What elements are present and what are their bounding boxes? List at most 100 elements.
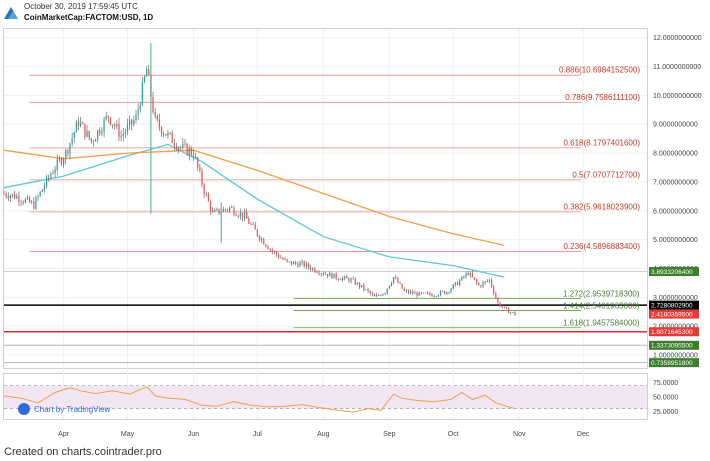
candle-body	[427, 292, 429, 294]
candle-body	[295, 261, 297, 264]
candle-body	[216, 208, 218, 210]
candle-body	[141, 81, 144, 106]
candle-body	[45, 176, 48, 187]
candle-body	[84, 123, 86, 137]
candle-body	[207, 194, 210, 202]
candle-body	[77, 121, 80, 126]
candle-body	[388, 285, 391, 289]
candle-body	[48, 176, 50, 178]
candle-body	[505, 306, 508, 309]
fib-level-label: 0.618(8.1797401600)	[563, 138, 640, 147]
time-axis-tick-label: Nov	[513, 431, 526, 438]
candle-body	[314, 268, 316, 272]
candle-body	[39, 191, 41, 197]
candle-body	[292, 261, 295, 265]
candle-body	[482, 282, 484, 287]
price-badge	[649, 327, 699, 337]
candle-body	[510, 312, 512, 314]
candle-body	[467, 273, 469, 276]
price-chart[interactable]: 75.0000 50.0000 25.0000 0.886(10.698415250…	[0, 26, 710, 440]
time-axis-tick-label: Dec	[577, 431, 590, 438]
candle-body	[175, 146, 178, 150]
candle-body	[278, 254, 280, 258]
candle-body	[275, 251, 278, 255]
price-axis-tick-label: 7.0000000000	[653, 179, 698, 186]
candle-body	[399, 282, 401, 284]
candle-body	[392, 277, 395, 283]
candle-body	[501, 306, 503, 307]
candle-body	[194, 156, 197, 158]
candle-body	[116, 123, 118, 127]
candle-body	[488, 279, 491, 282]
candle-body	[126, 124, 129, 132]
candle-body	[378, 294, 380, 296]
candle-body	[329, 272, 331, 277]
fast-moving-average-line	[3, 143, 505, 278]
candle-body	[237, 215, 239, 217]
candle-body	[190, 148, 193, 155]
candle-body	[231, 207, 233, 209]
candle-body	[9, 195, 12, 199]
candle-body	[94, 139, 97, 142]
candle-body	[128, 119, 131, 125]
candle-body	[493, 286, 495, 294]
candle-body	[14, 193, 16, 199]
time-axis-tick-label: May	[121, 431, 135, 438]
candle-body	[441, 291, 444, 292]
candle-body	[133, 120, 135, 125]
candle-body	[148, 68, 150, 76]
candle-body	[122, 133, 124, 136]
candle-body	[233, 207, 235, 215]
candle-body	[239, 212, 241, 217]
candle-body	[214, 209, 216, 212]
candle-body	[60, 158, 63, 165]
candle-body	[50, 173, 52, 178]
price-badge	[649, 267, 699, 277]
price-axis-tick-label: 10.0000000000	[653, 93, 702, 100]
rsi-tick-label: 50.0000	[653, 395, 678, 402]
price-badge	[649, 300, 699, 310]
candle-body	[43, 186, 46, 190]
fib-level-label: 0.382(5.9618023900)	[563, 202, 640, 211]
time-axis-tick-label: Jun	[188, 431, 199, 438]
candle-body	[333, 273, 335, 279]
candle-body	[260, 238, 263, 240]
fib-level-label: 0.886(10.6984152500)	[559, 66, 640, 75]
candle-body	[139, 105, 141, 110]
fib-level-label: 0.236(4.5896883400)	[563, 242, 640, 251]
candle-body	[111, 124, 114, 126]
candle-body	[471, 273, 474, 278]
candle-body	[154, 112, 156, 116]
candle-body	[254, 224, 256, 230]
candle-body	[226, 209, 229, 211]
candle-body	[448, 292, 450, 293]
candle-body	[456, 282, 459, 286]
candle-body	[252, 224, 254, 225]
candle-body	[386, 288, 388, 294]
candle-body	[82, 122, 84, 124]
candle-body	[146, 68, 148, 77]
candle-body	[450, 288, 452, 293]
candle-body	[20, 201, 22, 203]
candle-body	[348, 278, 350, 282]
candle-body	[243, 212, 246, 219]
candle-body	[80, 122, 82, 126]
candle-body	[173, 142, 175, 147]
candle-body	[458, 280, 461, 286]
candle-body	[109, 117, 112, 125]
chart-date: October 30, 2019 17:59:45 UTC	[24, 2, 138, 11]
candle-body	[499, 302, 501, 307]
candle-body	[69, 143, 71, 154]
candle-body	[512, 312, 514, 314]
candle-body	[62, 159, 65, 165]
candle-body	[171, 132, 173, 143]
candle-body	[422, 292, 425, 294]
candle-body	[507, 308, 510, 313]
price-axis-tick-label: 3.0000000000	[653, 295, 698, 302]
candle-body	[375, 294, 378, 297]
candle-body	[256, 229, 259, 236]
candle-body	[299, 262, 301, 267]
candle-body	[412, 291, 414, 294]
price-badge-label: 2.4180359500	[651, 311, 693, 318]
price-badge	[649, 340, 699, 350]
